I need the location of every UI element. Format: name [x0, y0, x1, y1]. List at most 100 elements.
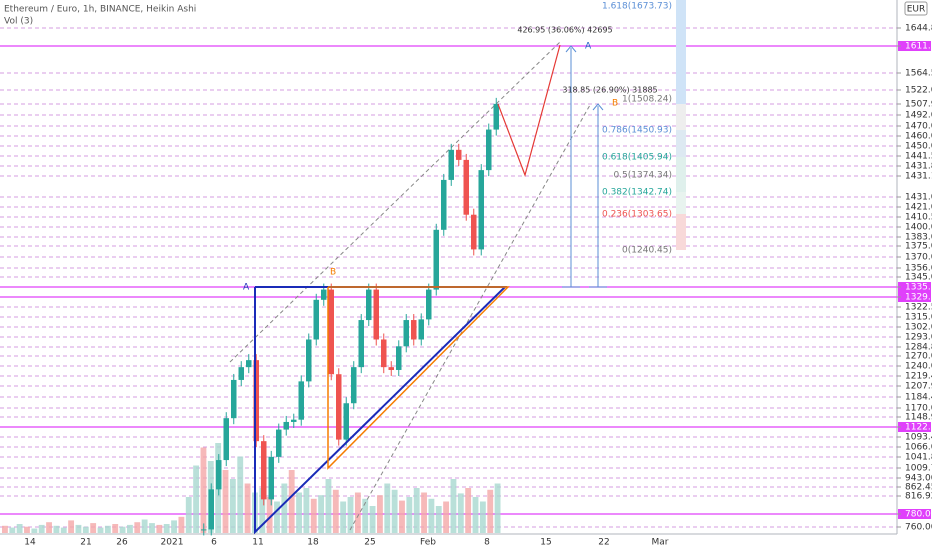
volume-bar	[9, 527, 16, 533]
candle	[493, 103, 499, 130]
candle	[268, 456, 274, 500]
candle	[253, 360, 259, 442]
candle	[231, 379, 237, 419]
volume-bar	[163, 524, 170, 533]
fib-label: 0.382(1342.74)	[602, 188, 672, 198]
x-tick-label: Feb	[420, 538, 436, 548]
fib-zone	[676, 130, 686, 157]
price-label: 1470.00	[905, 122, 932, 132]
price-label: 1522.00	[905, 86, 932, 96]
candle	[411, 320, 417, 340]
price-label: 1315.00	[905, 313, 932, 323]
price-label: 1207.94	[905, 382, 932, 392]
fib-zone	[676, 192, 686, 214]
volume-bar	[222, 470, 229, 533]
volume-bar	[200, 447, 207, 533]
currency[interactable]: EUR	[907, 5, 926, 15]
volume-bar	[244, 483, 251, 533]
price-label: 1329.00	[905, 293, 932, 303]
volume-bar	[149, 523, 155, 533]
fib-zone	[676, 214, 686, 250]
label-a: A	[585, 42, 592, 52]
candle	[223, 418, 229, 461]
price-label: 1370.00	[905, 253, 932, 263]
price-label: 1421.00	[905, 203, 932, 213]
chart-title: Ethereum / Euro, 1h, BINANCE, Heikin Ash…	[4, 5, 196, 15]
arrowhead	[592, 103, 604, 111]
x-tick-label: 22	[598, 538, 609, 548]
measure-text: 426.95 (36.06%) 42695	[517, 26, 612, 35]
volume-bar	[127, 524, 133, 533]
x-tick-label: 6	[211, 538, 217, 548]
x-tick-label: Mar	[652, 538, 669, 548]
volume-bar	[68, 520, 75, 533]
indicator-label: Vol (3)	[4, 17, 33, 27]
fib-labels: 1.618(1673.73) 1(1508.24) 0.786(1450.93) 0.…	[602, 2, 672, 256]
volume-bar	[31, 528, 38, 533]
volume-bar	[487, 489, 494, 533]
volume-bar	[97, 527, 104, 533]
volume-bar	[457, 493, 464, 533]
price-label-box	[898, 41, 931, 51]
volume-bar	[332, 489, 339, 533]
price-label: 1410.50	[905, 213, 932, 223]
fib-zone	[676, 157, 686, 192]
candle	[358, 320, 364, 368]
label-a: A	[243, 283, 250, 293]
volume-bar	[296, 492, 302, 533]
volume-bar	[443, 501, 450, 533]
price-label: 1093.44	[905, 433, 932, 443]
volume-bar	[428, 498, 435, 533]
x-tick-label: 15	[540, 538, 551, 548]
candle	[216, 460, 222, 490]
candle	[246, 360, 252, 368]
volume-bar	[24, 526, 30, 533]
currency-box[interactable]	[904, 1, 928, 16]
volume-bar	[82, 526, 89, 533]
label-b: B	[330, 268, 336, 278]
volume	[2, 443, 501, 533]
price-label-box	[898, 509, 931, 519]
candle	[343, 403, 349, 440]
candle	[201, 529, 207, 531]
price-label: 1400.00	[905, 223, 932, 233]
price-label: 1148.99	[905, 413, 932, 423]
volume-bar	[53, 525, 60, 533]
volume-bar	[377, 495, 383, 533]
candle	[396, 346, 402, 370]
x-tick-label: 26	[116, 538, 128, 548]
candle	[321, 289, 327, 300]
volume-bar	[325, 479, 332, 533]
volume-bar	[185, 497, 192, 533]
price-label: 1441.50	[905, 152, 932, 162]
volume-bar	[354, 492, 361, 533]
candle	[261, 441, 267, 500]
volume-bar	[171, 520, 177, 533]
price-label: 1431.00	[905, 193, 932, 203]
volume-bar	[75, 524, 82, 533]
candle	[403, 320, 409, 347]
candle	[351, 367, 357, 404]
price-label: 1644.87	[905, 24, 932, 34]
candle	[463, 159, 469, 215]
price-label: 1375.00	[905, 242, 932, 252]
volume-bar	[112, 524, 119, 533]
candle	[433, 229, 439, 290]
fib-zone	[676, 0, 686, 104]
price-label: 1041.89	[905, 453, 932, 463]
candle	[328, 289, 334, 375]
volume-bar	[90, 523, 97, 533]
volume-bar	[384, 483, 391, 533]
volume-bar	[229, 479, 236, 533]
price-label: 1322.50	[905, 303, 932, 313]
horizontal-levels	[0, 27, 897, 528]
candle	[298, 381, 304, 420]
fib-label: 0.5(1374.34)	[613, 171, 672, 181]
volume-bar	[465, 488, 472, 533]
price-label: 862.45	[905, 483, 932, 493]
price-label: 1122.28	[905, 423, 932, 433]
x-tick-label: 14	[24, 538, 36, 548]
volume-bar	[46, 522, 52, 533]
